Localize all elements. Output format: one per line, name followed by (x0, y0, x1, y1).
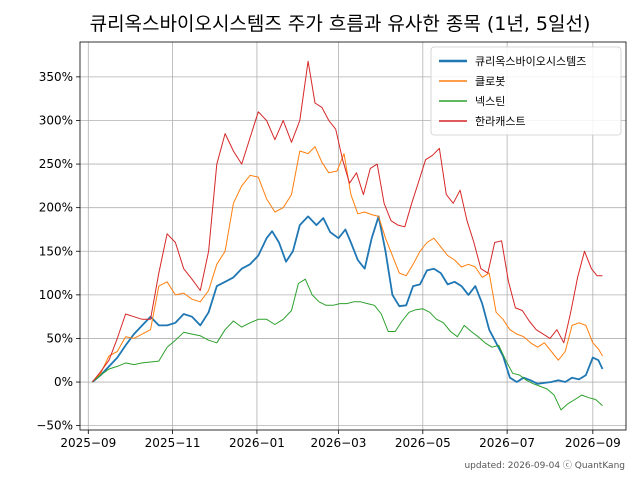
footnote: updated: 2026-09-04 ⓒ QuantKang (464, 460, 625, 471)
series-line-4 (92, 60, 603, 383)
y-tick-label: 200% (39, 201, 73, 215)
grid-lines (80, 42, 626, 430)
legend-box (430, 46, 622, 136)
x-tick-label: 2026−01 (229, 436, 285, 450)
chart-title: 큐리옥스바이오시스템즈 주가 흐름과 유사한 종목 (1년, 5일선) (90, 13, 591, 35)
x-tick-label: 2026−05 (395, 436, 451, 450)
y-tick-label: 150% (39, 244, 73, 258)
legend-label: 큐리옥스바이오시스템즈 (475, 55, 586, 68)
y-tick-label: 0% (54, 375, 73, 389)
y-tick-label: 100% (39, 288, 73, 302)
series-line-2 (92, 146, 603, 383)
legend-label: 클로봇 (475, 75, 505, 88)
legend-label: 한라캐스트 (475, 115, 526, 128)
y-tick-label: 50% (46, 331, 73, 345)
y-tick-label: −50% (36, 419, 73, 433)
y-tick-label: 250% (39, 157, 73, 171)
y-tick-label: 300% (39, 113, 73, 127)
y-tick-label: 350% (39, 70, 73, 84)
plot-frame (79, 41, 627, 431)
x-tick-label: 2026−03 (311, 436, 367, 450)
x-tick-label: 2025−11 (145, 436, 201, 450)
series-line-3 (92, 278, 603, 411)
x-tick-label: 2025−09 (60, 436, 116, 450)
axes: −50% 0% 50% 100% 150% 200% 250% 300% 350% 2025−09… (36, 41, 627, 450)
x-tick-label: 2026−07 (479, 436, 535, 450)
series-line-1 (91, 215, 604, 385)
series-lines (91, 60, 604, 411)
x-tick-label: 2026−09 (565, 436, 621, 450)
legend-label: 넥스틴 (475, 95, 505, 108)
